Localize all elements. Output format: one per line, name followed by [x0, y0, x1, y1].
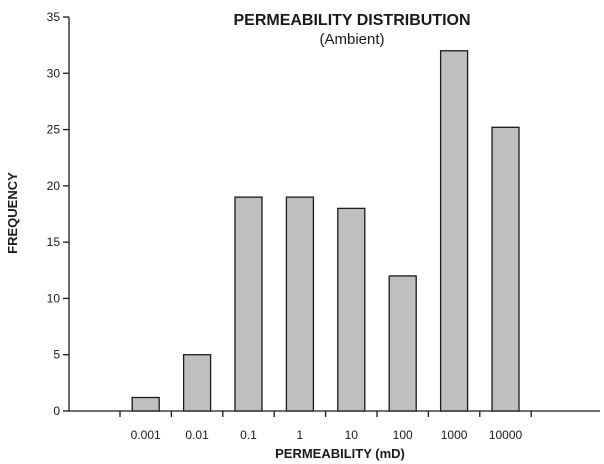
y-tick-label-10: 10: [47, 291, 61, 305]
y-tick-label-25: 25: [47, 123, 61, 137]
bar-10000: [491, 126, 520, 412]
bar-0.01: [182, 354, 212, 412]
bar-100: [388, 275, 417, 412]
bar-0.001: [131, 396, 160, 412]
y-axis-label: FREQUENCY: [5, 172, 20, 254]
x-tick-label-10000: 10000: [489, 428, 523, 442]
chart-subtitle: (Ambient): [319, 31, 384, 48]
bar-1000: [439, 50, 469, 412]
x-tick-label-1000: 1000: [441, 428, 468, 442]
x-tick-label-1: 1: [297, 428, 304, 442]
y-tick-label-0: 0: [53, 404, 60, 418]
x-tick-label-0.001: 0.001: [131, 428, 161, 442]
x-tick-label-0.1: 0.1: [240, 428, 257, 442]
x-axis-label: PERMEABILITY (mD): [275, 446, 405, 461]
plot-area: 0 5 10 15 20 25 30 35 0.001 0.01 0.1 1 10 100 1000 1000…: [47, 10, 600, 442]
y-tick-label-20: 20: [47, 179, 61, 193]
y-tick-label-5: 5: [53, 348, 60, 362]
x-tick-label-0.01: 0.01: [185, 428, 209, 442]
bar-0.1: [234, 196, 263, 412]
y-tick-label-30: 30: [47, 66, 61, 80]
y-tick-label-35: 35: [47, 10, 61, 24]
bar-10: [337, 207, 366, 412]
x-tick-label-100: 100: [393, 428, 413, 442]
x-tick-label-10: 10: [345, 428, 359, 442]
y-tick-label-15: 15: [47, 235, 61, 249]
bar-1: [285, 196, 315, 412]
chart-title: PERMEABILITY DISTRIBUTION: [233, 12, 470, 29]
